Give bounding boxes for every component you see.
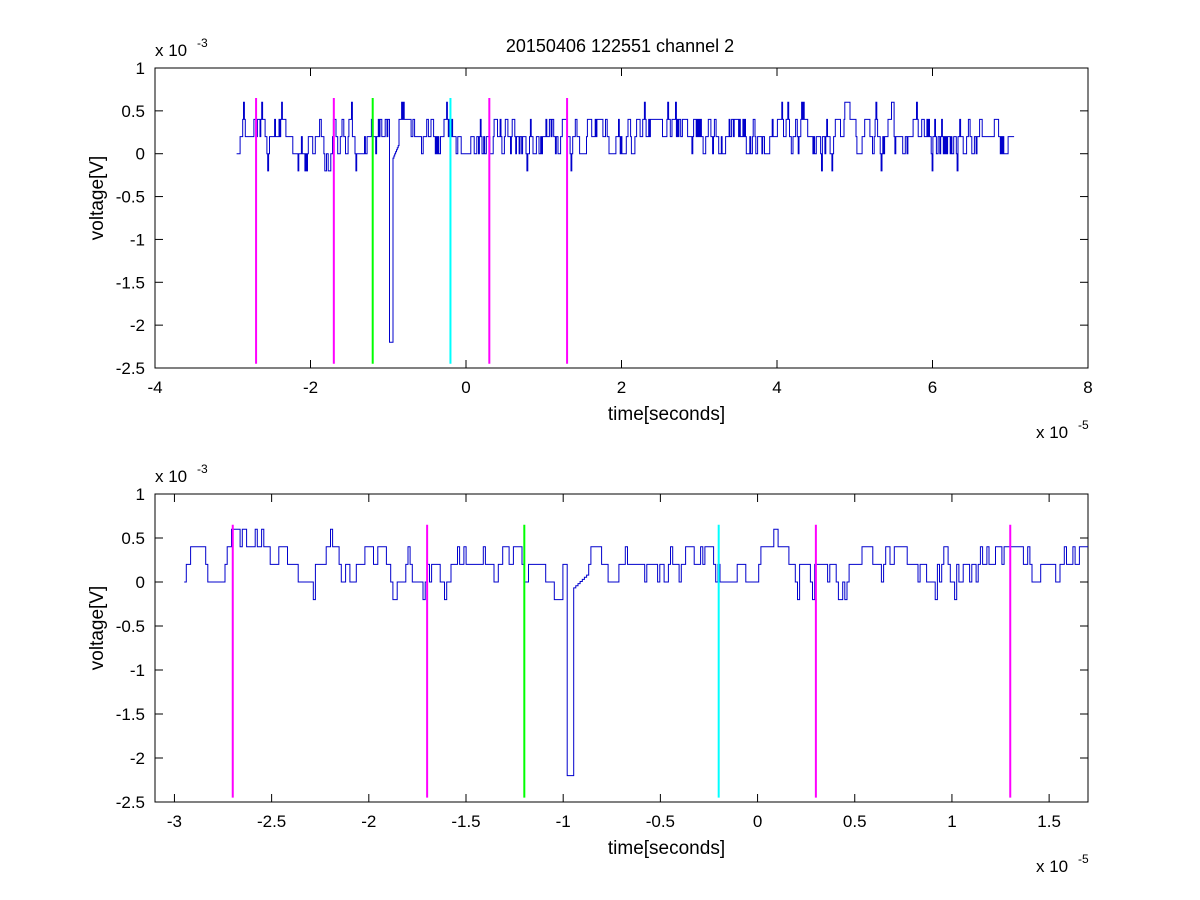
x-tick-label: 0.5 — [843, 812, 867, 831]
y-tick-label: -1.5 — [116, 705, 145, 724]
y-exponent-power: -3 — [197, 36, 208, 50]
x-tick-label: 0 — [753, 812, 762, 831]
y-axis-label: voltage[V] — [87, 586, 108, 671]
x-tick-label: 1.5 — [1037, 812, 1061, 831]
y-tick-label: 0 — [136, 145, 145, 164]
y-tick-label: -0.5 — [116, 617, 145, 636]
x-tick-label: 6 — [928, 378, 937, 397]
y-axis-label: voltage[V] — [87, 156, 108, 241]
y-tick-label: -2.5 — [116, 793, 145, 812]
x-tick-label: -2.5 — [257, 812, 286, 831]
x-tick-label: -2 — [303, 378, 318, 397]
signal-trace — [236, 101, 1015, 343]
y-exponent-label: x 10 — [155, 467, 187, 486]
x-axis-label: time[seconds] — [608, 838, 725, 859]
y-tick-label: 0.5 — [121, 529, 145, 548]
x-exponent-power: -5 — [1078, 852, 1089, 866]
x-tick-label: 0 — [461, 378, 470, 397]
x-exponent-label: x 10 — [1036, 423, 1068, 442]
x-exponent-label: x 10 — [1036, 857, 1068, 876]
x-tick-label: 1 — [947, 812, 956, 831]
y-tick-label: -2 — [130, 749, 145, 768]
y-tick-label: 0.5 — [121, 102, 145, 121]
y-tick-label: 1 — [136, 485, 145, 504]
x-tick-label: -4 — [147, 378, 162, 397]
top-subplot: -4 -2 0 2 4 6 8 1 0.5 0 -0.5 -1 -1.5 -2 -2.5 time[secon… — [87, 36, 1093, 442]
y-tick-label: -2.5 — [116, 359, 145, 378]
x-exponent-power: -5 — [1078, 418, 1089, 432]
y-tick-label: 1 — [136, 59, 145, 78]
x-tick-label: -2 — [361, 812, 376, 831]
figure-title: 20150406 122551 channel 2 — [506, 36, 734, 56]
bottom-subplot: -3 -2.5 -2 -1.5 -1 -0.5 0 0.5 1 1.5 1 0.5 0 -0.5 -1 -1.… — [87, 462, 1089, 876]
x-tick-label: -1 — [556, 812, 571, 831]
x-tick-label: -1.5 — [451, 812, 480, 831]
x-axis-label: time[seconds] — [608, 404, 725, 425]
y-exponent-power: -3 — [197, 462, 208, 476]
y-tick-label: -0.5 — [116, 188, 145, 207]
signal-trace — [184, 528, 1088, 777]
x-tick-label: 4 — [772, 378, 781, 397]
y-tick-label: -1.5 — [116, 273, 145, 292]
x-tick-label: 2 — [617, 378, 626, 397]
x-tick-label: -0.5 — [646, 812, 675, 831]
y-tick-label: 0 — [136, 573, 145, 592]
x-tick-label: 8 — [1083, 378, 1092, 397]
y-tick-label: -1 — [130, 230, 145, 249]
x-tick-label: -3 — [167, 812, 182, 831]
y-exponent-label: x 10 — [155, 41, 187, 60]
axes-frame — [154, 493, 1089, 803]
y-tick-label: -1 — [130, 661, 145, 680]
y-tick-label: -2 — [130, 316, 145, 335]
